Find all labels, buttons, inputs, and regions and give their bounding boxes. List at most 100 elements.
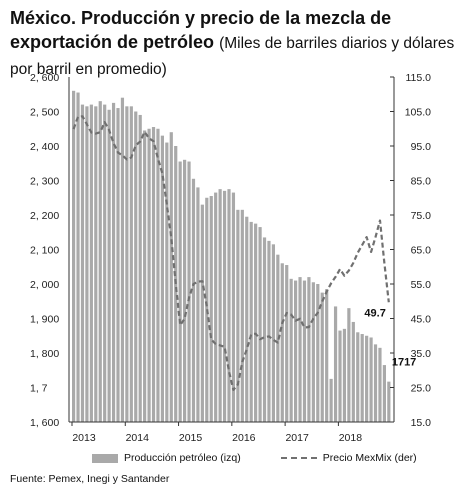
x-tick-label: 2014 [126,432,150,444]
production-bar [311,282,315,422]
legend-line-swatch [280,457,317,459]
left-y-tick-label: 1, 800 [30,348,59,360]
production-bar [165,142,169,423]
production-bar [262,237,267,422]
left-y-tick-label: 1, 7 [30,383,48,395]
right-y-tick-label: 115.0 [406,72,432,84]
right-y-tick-label: 35.0 [411,348,432,360]
production-bar [147,128,151,422]
production-bar [200,204,204,422]
production-bar [183,159,187,423]
production-bar [342,328,347,422]
legend-bar-label: Producción petróleo (izq) [124,452,241,464]
production-bar [249,221,253,422]
production-bar [178,161,182,422]
production-bar [111,102,116,422]
production-bar [280,263,284,422]
annotations-layer: 49.7 1717 [364,307,416,368]
legend-line-label: Precio MexMix (der) [322,452,417,464]
production-bar [369,337,373,422]
right-y-tick-label: 15.0 [411,417,432,429]
production-bar [382,365,386,422]
production-bar [227,189,231,422]
production-bar [258,227,262,422]
production-bar [271,244,275,422]
production-bar [196,187,200,422]
legend-bar-swatch [92,453,118,463]
production-bar [129,106,133,422]
production-bar [316,284,320,422]
chart-title: México. Producción y precio de la mezcla… [10,6,465,82]
left-y-tick-label: 2, 500 [30,107,59,119]
production-bar [294,280,298,422]
production-bar [218,189,222,422]
left-y-tick-label: 2, 000 [30,279,59,291]
chart-subtitle: (Miles de barriles diarios y dólares por… [10,35,455,78]
production-bar [125,106,129,422]
production-bar [298,277,302,422]
right-y-tick-label: 85.0 [411,176,432,188]
production-bar [240,209,244,422]
production-bar [156,128,160,422]
production-bar [347,308,351,422]
production-bar [360,334,364,422]
production-bar [191,178,196,422]
left-y-tick-label: 2, 200 [30,210,59,222]
left-y-tick-label: 2, 300 [30,176,59,188]
production-bar [333,306,338,422]
production-callout: 1717 [392,357,416,369]
right-y-tick-label: 105.0 [405,107,431,119]
production-bar [351,321,355,422]
production-bar [325,289,329,422]
production-bar [80,104,85,422]
production-bar [267,240,271,422]
left-y-tick-label: 1, 900 [30,314,59,326]
line-layer [72,115,390,391]
left-y-tick-label: 1, 600 [30,417,59,429]
chart-title-main: México. Producción y precio de la mezcla… [10,8,392,52]
x-tick-label: 2015 [179,432,203,444]
ticks-layer: 1, 600 1, 7 1, 800 1, 900 2, 000 2, 100 2, 200… [30,72,431,444]
x-tick-label: 2018 [339,432,363,444]
production-bar [160,135,164,422]
production-bar [116,108,120,423]
left-y-tick-label: 2, 100 [30,245,59,257]
right-y-tick-label: 75.0 [411,210,432,222]
left-y-tick-label: 2, 600 [30,72,59,84]
production-bar [320,292,324,422]
production-bar [143,130,147,422]
production-bar [373,344,378,422]
production-bar [85,106,89,422]
right-y-tick-label: 45.0 [411,314,432,326]
production-bar [378,347,382,422]
bars-layer [72,90,391,423]
source-note: Fuente: Pemex, Inegi y Santander [10,473,170,485]
production-bar [329,378,333,422]
production-bar [307,277,311,422]
production-bar [89,104,93,422]
x-tick-label: 2017 [285,432,309,444]
right-y-tick-label: 95.0 [411,141,432,153]
production-bar [134,111,138,422]
production-bar [387,381,391,422]
production-bar [209,196,213,422]
production-bar [107,109,111,423]
production-bar [187,161,191,422]
production-bar [365,335,369,422]
production-bar [231,192,236,422]
right-y-tick-label: 65.0 [411,245,432,257]
production-bar [214,192,218,422]
x-tick-label: 2016 [232,432,256,444]
production-bar [302,280,307,422]
production-bar [285,265,289,422]
production-bar [245,216,249,422]
right-y-tick-label: 25.0 [411,383,432,395]
price-callout: 49.7 [364,307,385,319]
production-bar [103,104,107,422]
production-bar [98,101,102,423]
production-bar [236,209,240,422]
production-bar [151,127,156,423]
production-bar [356,332,360,422]
production-bar [138,114,142,422]
